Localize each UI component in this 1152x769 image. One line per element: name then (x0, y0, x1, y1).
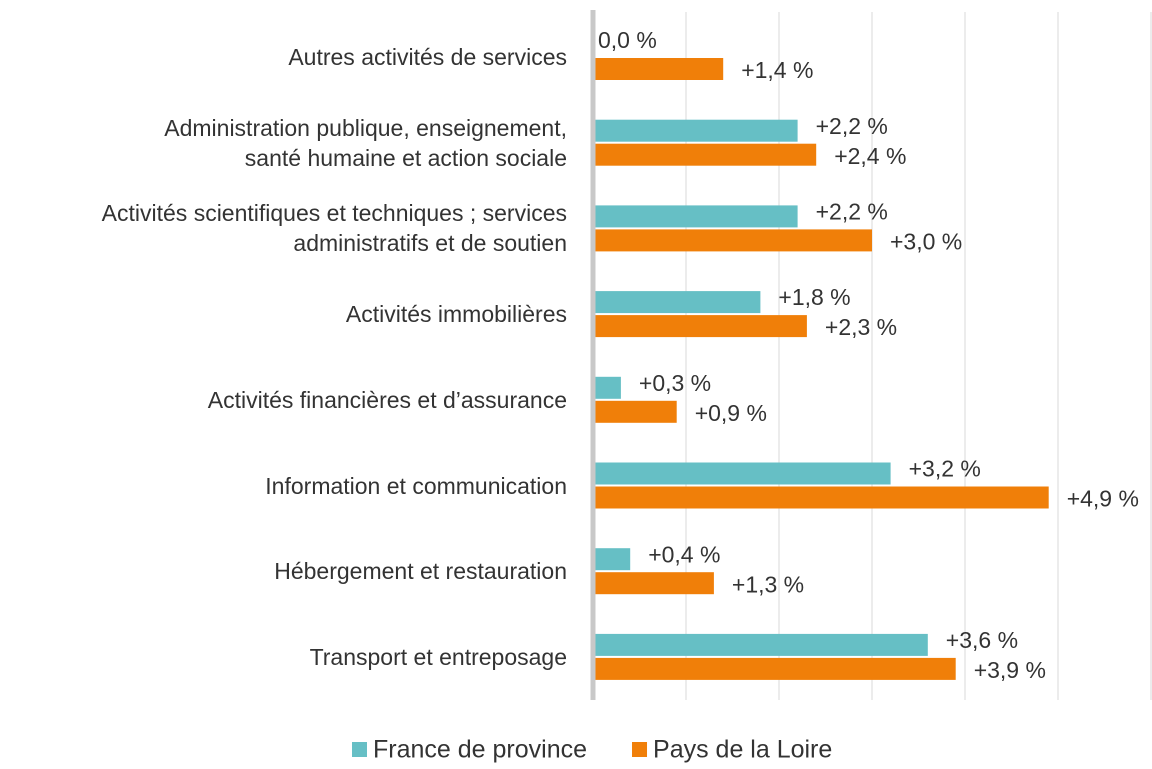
value-label: +3,2 % (909, 456, 981, 482)
value-label: +2,2 % (816, 113, 888, 139)
value-label: +1,4 % (741, 57, 813, 83)
legend-label: France de province (373, 736, 587, 764)
category-label: Activités scientifiques et techniques ; … (101, 200, 567, 257)
bar (593, 291, 761, 314)
value-label: +2,3 % (825, 314, 897, 340)
bar (593, 548, 631, 571)
category-label: Activités financières et d’assurance (207, 386, 567, 413)
category-label: Information et communication (265, 472, 567, 499)
bar (593, 315, 807, 338)
value-label: +4,9 % (1067, 486, 1139, 512)
category-label: Activités immobilières (345, 301, 567, 328)
legend-swatch (632, 742, 648, 757)
value-label: +0,3 % (639, 370, 711, 396)
bar (593, 462, 891, 485)
legend-label: Pays de la Loire (653, 736, 832, 764)
bar (593, 572, 714, 595)
legend-swatch (352, 742, 367, 757)
value-label: +3,0 % (890, 228, 962, 254)
bar (593, 633, 928, 656)
category-label: Administration publique, enseignement, s… (164, 114, 567, 171)
value-label: +2,4 % (834, 143, 906, 169)
value-label: +0,9 % (695, 400, 767, 426)
bar (593, 119, 798, 142)
value-label: +2,2 % (816, 198, 888, 224)
bar (593, 400, 677, 423)
value-label: 0,0 % (598, 27, 657, 53)
value-label: +3,9 % (974, 657, 1046, 683)
category-label: Transport et entreposage (309, 643, 567, 670)
bar (593, 229, 872, 252)
value-label: +3,6 % (946, 627, 1018, 653)
category-label: Hébergement et restauration (274, 558, 567, 585)
bar (593, 657, 956, 680)
value-label: +1,3 % (732, 571, 804, 597)
bar (593, 58, 724, 80)
bar (593, 376, 621, 399)
bar (593, 486, 1049, 509)
category-label: Autres activités de services (288, 44, 567, 70)
value-label: +0,4 % (648, 541, 720, 567)
bar (593, 205, 798, 228)
bar (593, 143, 817, 166)
value-label: +1,8 % (778, 284, 850, 310)
